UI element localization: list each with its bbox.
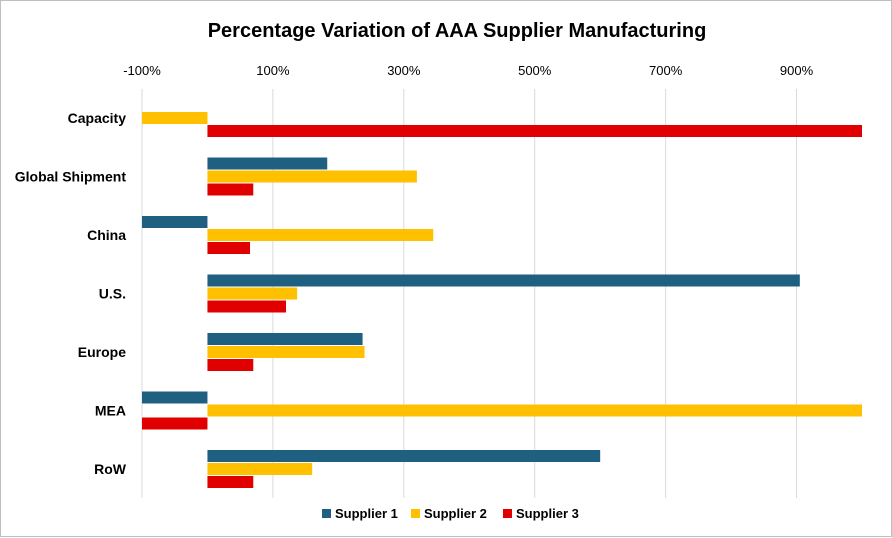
- bar: [142, 112, 208, 124]
- legend-label: Supplier 3: [516, 506, 579, 521]
- category-labels: Capacity Global Shipment China U.S. Europe ME…: [15, 110, 127, 477]
- legend-label: Supplier 1: [335, 506, 398, 521]
- x-tick-label: 100%: [256, 63, 290, 78]
- category-label: MEA: [95, 403, 126, 419]
- bar: [207, 274, 800, 287]
- category-label: Europe: [78, 344, 126, 360]
- legend-label: Supplier 2: [424, 506, 487, 521]
- category-label: China: [87, 227, 126, 243]
- bar: [207, 450, 601, 462]
- category-label: U.S.: [99, 286, 126, 302]
- category-label: Capacity: [68, 110, 127, 126]
- bar: [142, 417, 208, 430]
- bars: [142, 112, 863, 488]
- bar: [207, 333, 363, 345]
- bar: [207, 404, 863, 417]
- x-tick-label: 500%: [518, 63, 552, 78]
- bar: [207, 359, 254, 371]
- bar: [207, 170, 417, 183]
- bar: [142, 216, 208, 228]
- bar: [207, 287, 298, 300]
- legend: Supplier 1 Supplier 2 Supplier 3: [322, 506, 579, 521]
- category-label: Global Shipment: [15, 169, 127, 185]
- bar: [207, 476, 254, 488]
- bar: [207, 242, 250, 254]
- bar: [207, 300, 286, 313]
- bar: [207, 346, 365, 358]
- legend-swatch: [411, 509, 420, 518]
- bar: [207, 125, 863, 137]
- x-tick-label: 300%: [387, 63, 421, 78]
- bar: [142, 391, 208, 404]
- bar: [207, 157, 328, 170]
- x-tick-label: -100%: [123, 63, 161, 78]
- x-tick-label: 900%: [780, 63, 814, 78]
- category-label: RoW: [94, 461, 127, 477]
- gridlines: [141, 89, 798, 498]
- bar: [207, 463, 313, 475]
- x-axis-ticks: -100% 100% 300% 500% 700% 900%: [123, 63, 813, 78]
- bar: [207, 229, 434, 241]
- bar: [207, 183, 254, 196]
- x-tick-label: 700%: [649, 63, 683, 78]
- chart-title: Percentage Variation of AAA Supplier Man…: [208, 20, 707, 42]
- legend-swatch: [503, 509, 512, 518]
- legend-swatch: [322, 509, 331, 518]
